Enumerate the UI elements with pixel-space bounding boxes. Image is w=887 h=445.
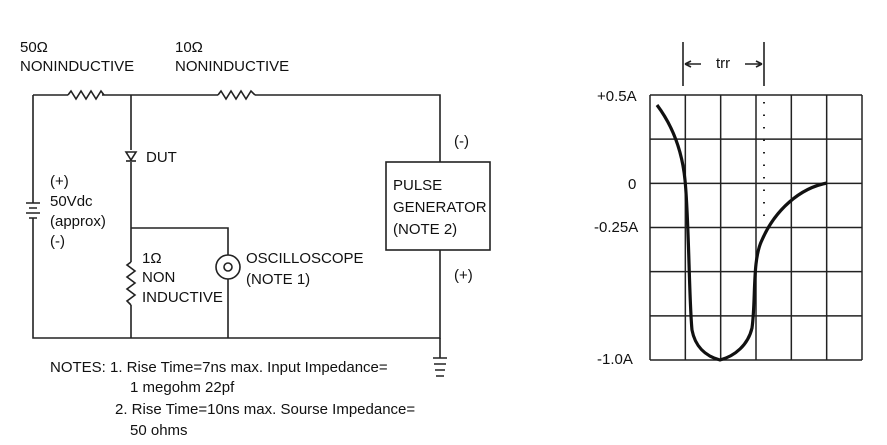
trr-label: trr xyxy=(716,55,730,72)
trr-arrow-left-icon xyxy=(684,60,701,68)
battery-voltage: 50Vdc xyxy=(50,193,93,210)
battery-approx: (approx) xyxy=(50,213,106,230)
sense-resistor-value: 1Ω xyxy=(142,250,162,267)
pulse-generator-label-2: GENERATOR xyxy=(393,199,487,216)
resistor-1-ohm xyxy=(125,261,137,306)
note-1-line-1: NOTES: 1. Rise Time=7ns max. Input Imped… xyxy=(50,359,388,376)
pulse-generator-box xyxy=(385,161,491,251)
r2-type: NONINDUCTIVE xyxy=(175,58,289,75)
y-label-neg-1.0: -1.0A xyxy=(597,351,633,368)
pg-top-polarity: (-) xyxy=(454,133,469,150)
recovery-current-curve xyxy=(655,104,828,362)
y-label-neg-0.25: -0.25A xyxy=(594,219,638,236)
pulse-generator-label-1: PULSE xyxy=(393,177,442,194)
battery-plus: (+) xyxy=(50,173,69,190)
oscilloscope-probe-icon xyxy=(215,254,241,280)
battery-minus: (-) xyxy=(50,233,65,250)
r1-type: NONINDUCTIVE xyxy=(20,58,134,75)
y-label-pos-0.5: +0.5A xyxy=(597,88,637,105)
resistor-50-ohm xyxy=(67,89,105,101)
r1-value: 50Ω xyxy=(20,39,48,56)
note-2-line-2: 50 ohms xyxy=(130,422,188,439)
note-2-line-1: 2. Rise Time=10ns max. Sourse Impedance= xyxy=(115,401,415,418)
circuit-wires xyxy=(32,94,441,358)
trr-arrow-right-icon xyxy=(745,60,763,68)
dut-diode-icon xyxy=(124,151,138,162)
pg-bottom-polarity: (+) xyxy=(454,267,473,284)
sense-resistor-non: NON xyxy=(142,269,175,286)
oscilloscope-label: OSCILLOSCOPE xyxy=(246,250,364,267)
sense-resistor-inductive: INDUCTIVE xyxy=(142,289,223,306)
pulse-generator-note: (NOTE 2) xyxy=(393,221,457,238)
r2-value: 10Ω xyxy=(175,39,203,56)
battery-icon xyxy=(26,202,40,219)
y-label-zero: 0 xyxy=(628,176,636,193)
resistor-10-ohm xyxy=(217,89,256,101)
ground-icon xyxy=(433,357,447,377)
oscilloscope-note: (NOTE 1) xyxy=(246,271,310,288)
oscilloscope-grid xyxy=(649,94,863,361)
dut-label: DUT xyxy=(146,149,177,166)
note-1-line-2: 1 megohm 22pf xyxy=(130,379,235,396)
